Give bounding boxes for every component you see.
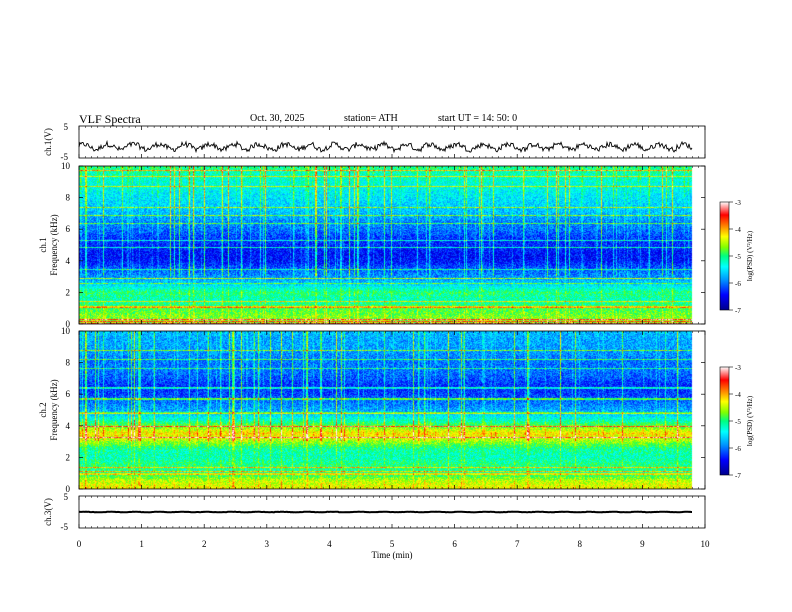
colorbar-tick-label: -4 <box>735 226 741 234</box>
ch1-ytick-label: 10 <box>61 161 71 171</box>
time-tick-label: 4 <box>327 539 332 549</box>
colorbar-tick-label: -3 <box>735 199 741 207</box>
colorbar-tick-label: -4 <box>735 391 741 399</box>
ch3-waveform-panel: 5 -5 ch.3(V) <box>43 492 706 532</box>
ch1-ytick-label: 8 <box>66 193 71 203</box>
ch2-spectrogram-panel: 10 8 6 4 2 0 ch.2 Frequency (kHz) <box>38 326 706 494</box>
ch1-ytick-top: 5 <box>64 122 69 132</box>
ch2-channel-label: ch.2 <box>38 402 48 417</box>
colorbar-tick-label: -7 <box>735 307 741 315</box>
ch1-waveform-ylabel: ch.1(V) <box>43 128 53 156</box>
colorbar-tick-label: -3 <box>735 364 741 372</box>
ch3-ytick-top: 5 <box>64 492 69 502</box>
ch3-waveform-ylabel: ch.3(V) <box>43 498 53 526</box>
ch1-ytick-label: 0 <box>66 319 71 329</box>
time-tick-label: 10 <box>701 539 711 549</box>
ch3-ytick-bottom: -5 <box>61 522 69 532</box>
colorbar-tick-label: -6 <box>735 445 741 453</box>
time-axis: 0 1 2 3 4 5 6 7 8 9 10 <box>77 126 710 549</box>
time-tick-label: 8 <box>578 539 583 549</box>
time-axis-label: Time (min) <box>372 550 413 560</box>
ch2-ytick-label: 0 <box>66 484 71 494</box>
ch1-ytick-label: 6 <box>66 224 71 234</box>
time-tick-label: 7 <box>515 539 520 549</box>
ch2-ytick-label: 10 <box>61 326 71 336</box>
ch1-ytick-label: 2 <box>66 287 71 297</box>
ch2-colorbar: -3 -4 -5 -6 -7 log(PSD) (V²/Hz) <box>719 364 754 480</box>
ch2-ytick-label: 2 <box>66 452 71 462</box>
ch1-freq-ylabel: Frequency (kHz) <box>49 214 59 275</box>
ch1-colorbar: -3 -4 -5 -6 -7 log(PSD) (V²/Hz) <box>719 199 754 315</box>
ch2-ytick-label: 4 <box>66 421 71 431</box>
ch2-spectrogram-image <box>79 331 693 489</box>
colorbar-tick-label: -5 <box>735 418 741 426</box>
ch2-ytick-label: 6 <box>66 389 71 399</box>
time-tick-label: 1 <box>139 539 144 549</box>
time-tick-label: 9 <box>640 539 645 549</box>
time-tick-label: 0 <box>77 539 82 549</box>
ch1-waveform-line <box>78 139 693 154</box>
ch1-spectrogram-panel: 10 8 6 4 2 0 ch.1 Frequency (kHz) <box>38 161 706 329</box>
header-station: station= ATH <box>344 113 398 124</box>
ch1-channel-label: ch.1 <box>38 237 48 252</box>
time-tick-label: 2 <box>202 539 207 549</box>
time-tick-label: 6 <box>452 539 457 549</box>
time-tick-label: 3 <box>265 539 270 549</box>
ch1-spectrogram-image <box>79 166 693 324</box>
colorbar-tick-label: -5 <box>735 253 741 261</box>
ch2-freq-ylabel: Frequency (kHz) <box>49 379 59 440</box>
header-date: Oct. 30, 2025 <box>250 113 305 124</box>
ch1-ytick-label: 4 <box>66 256 71 266</box>
ch2-colorbar-label: log(PSD) (V²/Hz) <box>746 395 754 446</box>
ch1-colorbar-label: log(PSD) (V²/Hz) <box>746 230 754 281</box>
ch2-ytick-label: 8 <box>66 358 71 368</box>
ch1-waveform-panel: 5 -5 ch.1(V) <box>43 122 706 162</box>
colorbar-tick-label: -7 <box>735 472 741 480</box>
ch1-ytick-bottom: -5 <box>61 152 69 162</box>
figure-title: VLF Spectra <box>79 112 141 126</box>
colorbar-tick-label: -6 <box>735 280 741 288</box>
header-start-time: start UT = 14: 50: 0 <box>438 113 518 124</box>
ch3-waveform-line <box>78 510 692 514</box>
time-tick-label: 5 <box>390 539 395 549</box>
